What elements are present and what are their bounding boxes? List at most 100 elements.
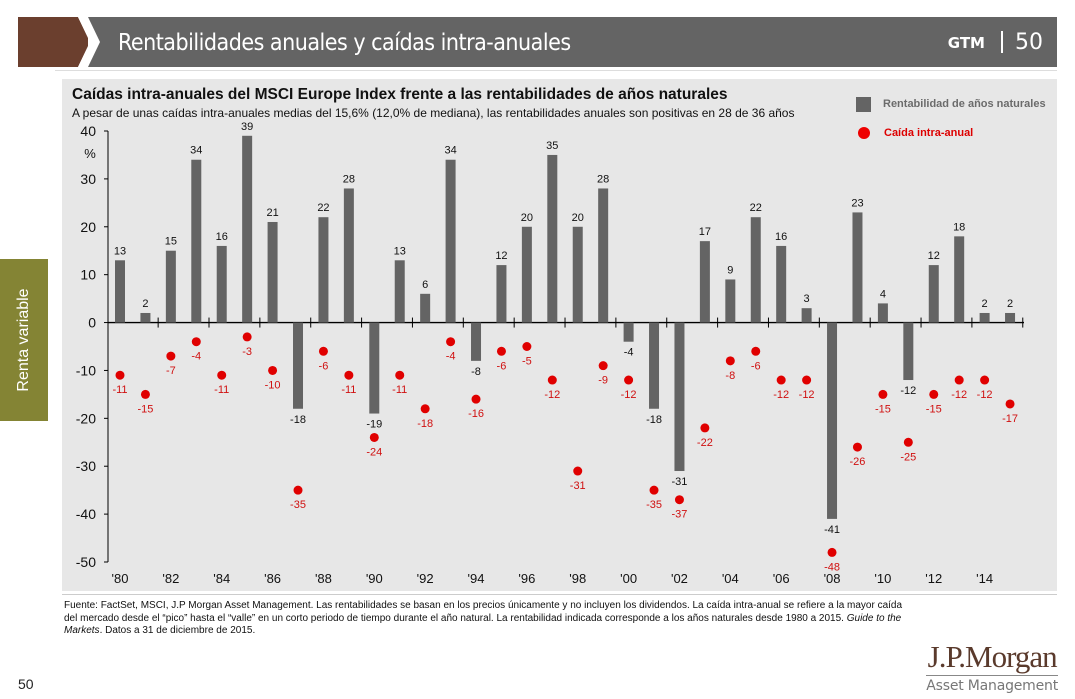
bar-value-label: 12 [495,250,507,262]
bar-value-label: -18 [290,414,306,426]
drawdown-value-label: -11 [341,384,356,396]
chart-title: Caídas intra-anuales del MSCI Europe Ind… [72,86,728,103]
drawdown-value-label: -7 [166,365,176,377]
bar-value-label: 34 [190,145,202,157]
bar-value-label: 2 [1007,298,1013,310]
drawdown-dot [369,432,379,442]
header-page-number: 50 [1015,30,1043,55]
drawdown-dot [802,375,812,385]
bar [318,217,329,323]
x-tick-label: '96 [518,571,535,586]
drawdown-dot [318,346,328,356]
drawdown-dot [751,346,761,356]
drawdown-value-label: -4 [191,351,201,363]
drawdown-dot [395,370,405,380]
drawdown-value-label: -12 [544,389,560,401]
x-tick-label: '08 [824,571,841,586]
legend-dot-label: Caída intra-anual [884,127,974,139]
bar [140,312,151,323]
drawdown-value-label: -3 [242,346,252,358]
legend-bar-label: Rentabilidad de años naturales [883,98,1046,110]
footnote-italic: Guide to the Markets [64,612,902,637]
drawdown-value-label: -10 [265,379,281,391]
drawdown-dot [980,375,990,385]
y-tick-label: -30 [76,458,96,474]
chart-legend: Rentabilidad de años naturales Caída int… [856,96,1046,141]
company-logo: J.P.Morgan Asset Management [926,640,1058,694]
y-tick-label: -10 [76,362,96,378]
header-banner: Rentabilidades anuales y caídas intra-an… [18,17,1057,67]
bar-value-label: 20 [521,212,533,224]
bar-value-label: -18 [646,414,662,426]
header-separator [1001,31,1003,53]
drawdown-value-label: -12 [951,389,967,401]
bar [547,154,558,323]
bar [954,236,965,323]
x-tick-label: '00 [620,571,637,586]
bar [623,322,634,342]
bar-value-label: 12 [928,250,940,262]
drawdown-dot [217,370,227,380]
drawdown-dot [674,495,684,505]
x-tick-label: '80 [112,571,129,586]
logo-rule [926,675,1058,676]
bar [471,322,482,361]
legend-dot-swatch [858,127,870,139]
drawdown-value-label: -12 [799,389,815,401]
legend-bar-swatch [856,96,871,112]
bar-value-label: -31 [672,476,688,488]
footer-divider [62,594,1057,595]
bar-value-label: 20 [572,212,584,224]
bar [725,279,736,323]
bar [267,221,278,323]
drawdown-value-label: -35 [290,499,306,511]
drawdown-value-label: -11 [214,384,229,396]
bar-value-label: 22 [750,202,762,214]
bar [521,226,532,323]
bar [445,159,456,323]
bar [420,293,431,323]
drawdown-value-label: -48 [824,561,840,573]
bar [369,322,380,414]
bar [827,322,838,519]
drawdown-value-label: -18 [417,418,433,430]
bar-value-label: 16 [216,231,228,243]
bar [801,308,812,323]
legend-item-dots: Caída intra-anual [856,125,1046,141]
source-footnote: Fuente: FactSet, MSCI, J.P Morgan Asset … [64,600,904,638]
bar [776,245,787,323]
bar [979,312,990,323]
bar [877,303,888,323]
bar-value-label: -19 [366,419,382,431]
bar-value-label: 9 [727,264,733,276]
bar [1005,312,1016,323]
header-bar-notch [88,17,100,67]
x-tick-label: '92 [417,571,434,586]
legend-item-bars: Rentabilidad de años naturales [856,96,1046,112]
drawdown-dot [725,356,735,366]
logo-wordmark: J.P.Morgan [927,639,1058,674]
y-tick-label: 10 [80,267,96,283]
bar-value-label: 22 [317,202,329,214]
x-tick-label: '90 [366,571,383,586]
bar-value-label: -4 [624,347,634,359]
bar [928,265,939,323]
drawdown-dot [573,466,583,476]
y-tick-label: 0 [88,315,96,331]
drawdown-dot [446,337,456,347]
x-tick-label: '10 [874,571,891,586]
bar [242,135,253,323]
drawdown-dot [624,375,634,385]
drawdown-value-label: -5 [522,356,532,368]
drawdown-value-label: -11 [112,384,127,396]
drawdown-dot [903,437,913,447]
header-bar [88,17,1057,67]
drawdown-dot [191,337,201,347]
drawdown-value-label: -12 [977,389,993,401]
bar [852,212,863,323]
bar-value-label: 23 [851,197,863,209]
bar [293,322,304,409]
bar-value-label: -8 [471,366,481,378]
bar-value-label: 34 [444,145,456,157]
drawdown-dot [293,485,303,495]
